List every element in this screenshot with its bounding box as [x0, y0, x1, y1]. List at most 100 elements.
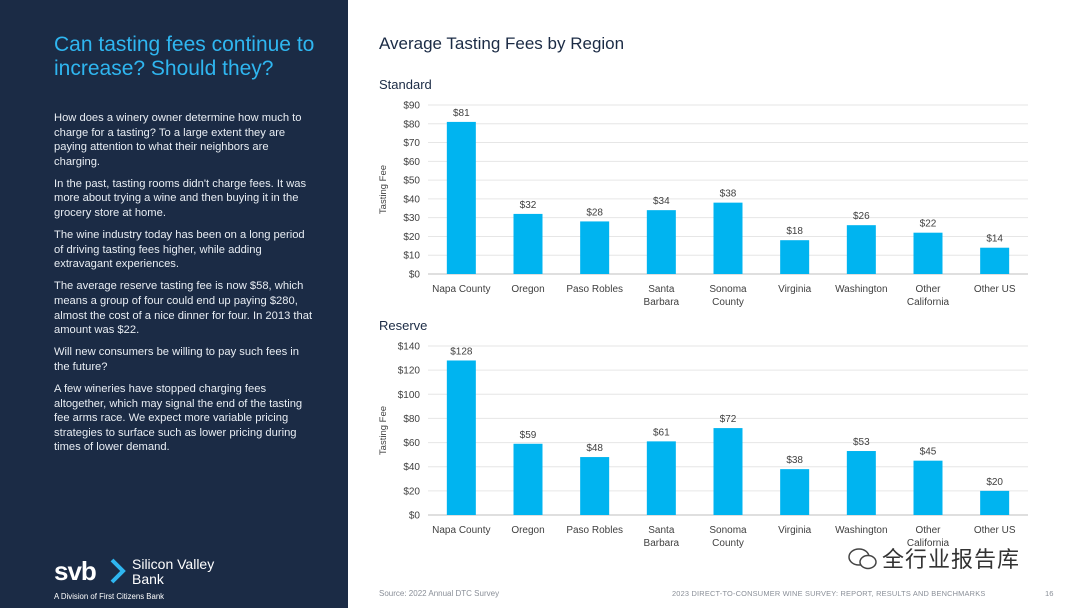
- x-tick-label: California: [907, 538, 950, 549]
- x-tick-label: Santa: [648, 525, 675, 536]
- bar: [646, 210, 676, 274]
- paragraph: The wine industry today has been on a lo…: [54, 229, 305, 271]
- data-label: $20: [986, 477, 1003, 488]
- x-tick-label: Oregon: [511, 525, 544, 536]
- data-label: $128: [450, 346, 473, 357]
- standard-panel-label: Standard: [379, 77, 432, 92]
- data-label: $81: [453, 108, 470, 119]
- y-tick-label: $120: [398, 366, 421, 377]
- data-label: $28: [586, 207, 603, 218]
- data-label: $22: [920, 219, 937, 230]
- x-tick-label: Washington: [835, 525, 887, 536]
- paragraph: In the past, tasting rooms didn't charge…: [54, 177, 307, 220]
- data-label: $53: [853, 437, 870, 448]
- bar: [846, 225, 876, 274]
- y-tick-label: $40: [403, 462, 420, 473]
- chevron-right-icon: [110, 558, 126, 584]
- y-tick-label: $100: [398, 390, 421, 401]
- bar: [780, 240, 810, 274]
- data-label: $38: [720, 189, 737, 200]
- x-tick-label: Other: [915, 525, 941, 536]
- y-tick-label: $60: [403, 157, 420, 168]
- data-label: $14: [986, 234, 1003, 245]
- y-tick-label: $60: [403, 438, 420, 449]
- bar: [446, 121, 476, 275]
- watermark: 全行业报告库: [848, 542, 1020, 574]
- x-tick-label: Other: [915, 284, 941, 295]
- y-tick-label: $140: [398, 342, 421, 353]
- x-tick-label: Santa: [648, 284, 675, 295]
- left-panel: Can tasting fees continue to increase? S…: [0, 0, 348, 608]
- x-tick-label: Sonoma: [709, 284, 747, 295]
- x-tick-label: Sonoma: [709, 525, 747, 536]
- reserve-fee-chart: $0 $20 $40 $60 $80 $100 $120 $140 Tasting Fee $12…: [378, 342, 1028, 549]
- bar: [713, 428, 743, 515]
- data-label: $38: [786, 455, 803, 466]
- data-label: $32: [520, 200, 537, 211]
- wechat-icon: [848, 548, 877, 570]
- paragraph: How does a winery owner determine how mu…: [54, 112, 302, 168]
- x-tick-label: Virginia: [778, 525, 812, 536]
- y-tick-label: $20: [403, 486, 420, 497]
- x-tick-label: County: [712, 538, 744, 549]
- data-label: $45: [920, 447, 937, 458]
- y-tick-label: $0: [409, 511, 421, 522]
- x-tick-label: Barbara: [644, 538, 680, 549]
- x-tick-label: Paso Robles: [566, 284, 623, 295]
- bar: [780, 469, 810, 515]
- bar: [646, 441, 676, 515]
- x-tick-label: Barbara: [644, 297, 680, 308]
- data-label: $48: [586, 443, 603, 454]
- body-text: How does a winery owner determine how mu…: [54, 111, 316, 462]
- x-tick-label: Napa County: [432, 525, 490, 536]
- x-tick-label: Oregon: [511, 284, 544, 295]
- source-note: Source: 2022 Annual DTC Survey: [379, 589, 500, 598]
- y-tick-label: $10: [403, 251, 420, 262]
- chart-title: Average Tasting Fees by Region: [379, 34, 625, 53]
- x-tick-label: Other US: [974, 284, 1016, 295]
- standard-fee-chart: $0 $10 $20 $30 $40 $50 $60 $70 $80 $90 Tasting Fee…: [378, 101, 1028, 308]
- x-tick-label: Washington: [835, 284, 887, 295]
- y-tick-label: $20: [403, 232, 420, 243]
- y-tick-label: $80: [403, 414, 420, 425]
- page-number: 16: [1045, 589, 1054, 598]
- y-tick-label: $80: [403, 119, 420, 130]
- x-tick-label: Virginia: [778, 284, 812, 295]
- y-tick-label: $50: [403, 176, 420, 187]
- bar: [980, 490, 1010, 515]
- data-label: $59: [520, 430, 537, 441]
- bar: [513, 443, 543, 515]
- x-tick-label: Paso Robles: [566, 525, 623, 536]
- y-tick-label: $0: [409, 270, 421, 281]
- bar: [846, 451, 876, 515]
- logo-subtitle: A Division of First Citizens Bank: [54, 592, 165, 601]
- paragraph: A few wineries have stopped charging fee…: [54, 383, 303, 454]
- y-axis-label: Tasting Fee: [378, 165, 389, 214]
- y-tick-label: $90: [403, 101, 420, 112]
- y-tick-label: $30: [403, 213, 420, 224]
- headline: Can tasting fees continue to increase? S…: [54, 33, 315, 80]
- y-tick-label: $40: [403, 194, 420, 205]
- bar: [513, 213, 543, 274]
- watermark-text: 全行业报告库: [882, 547, 1021, 572]
- data-label: $26: [853, 211, 870, 222]
- bar: [913, 232, 943, 274]
- bar: [980, 247, 1010, 274]
- x-tick-label: California: [907, 297, 950, 308]
- y-tick-label: $70: [403, 138, 420, 149]
- logo-mark: svb: [54, 556, 97, 586]
- data-label: $18: [786, 226, 803, 237]
- bar: [446, 360, 476, 515]
- report-title-footer: 2023 DIRECT-TO-CONSUMER WINE SURVEY: REP…: [672, 589, 986, 598]
- bar: [580, 457, 610, 515]
- y-axis-label: Tasting Fee: [378, 406, 389, 455]
- x-tick-label: Napa County: [432, 284, 490, 295]
- bar: [580, 221, 610, 274]
- bar: [913, 460, 943, 515]
- x-tick-label: County: [712, 297, 744, 308]
- bar: [713, 202, 743, 274]
- paragraph: Will new consumers be willing to pay suc…: [54, 346, 299, 373]
- paragraph: The average reserve tasting fee is now $…: [54, 280, 313, 337]
- logo-name: Silicon Valley Bank: [132, 556, 215, 587]
- data-label: $34: [653, 196, 670, 207]
